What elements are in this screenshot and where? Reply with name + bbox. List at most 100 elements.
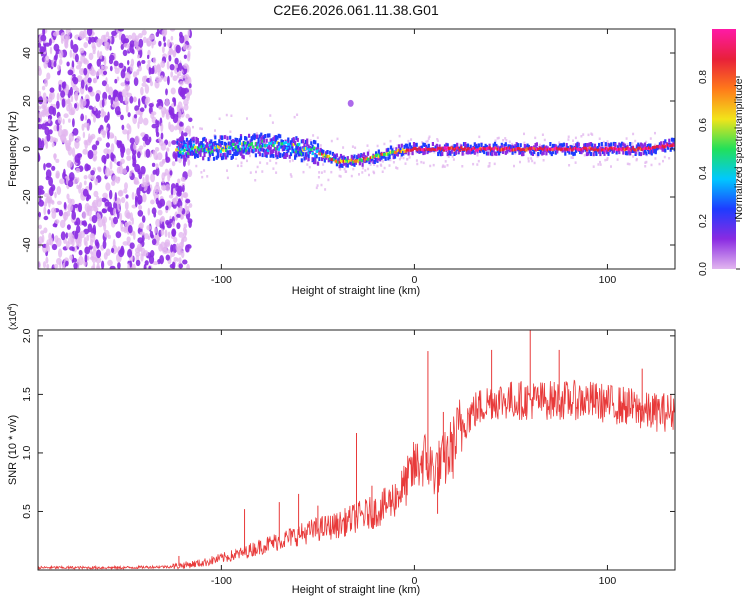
- spectrogram-noise-cell: [88, 181, 93, 191]
- spectrogram-ridge-halo: [645, 151, 648, 156]
- spectrogram-ridge-cell: [295, 150, 298, 154]
- spectrogram-ridge-cell: [652, 146, 655, 149]
- spectrogram-ridge-halo: [599, 147, 602, 152]
- spectrogram-speckle: [320, 183, 323, 187]
- spectrogram-ridge-halo: [300, 139, 303, 144]
- spectrogram-ridge-cell: [389, 150, 393, 154]
- spectrogram-ridge-cell: [665, 143, 668, 147]
- spectrogram-noise-cell: [76, 136, 81, 142]
- spectrogram-ridge-halo: [269, 146, 272, 151]
- spectrogram-ridge-cell: [284, 141, 287, 145]
- spectrogram-noise-cell: [115, 176, 121, 184]
- spectrogram-speckle: [208, 139, 211, 142]
- spectrogram-ridge-halo: [376, 157, 379, 162]
- spectrogram-noise-cell: [146, 37, 152, 47]
- spectrogram-ridge-halo: [531, 152, 534, 156]
- spectrogram-noise-cell: [88, 173, 92, 180]
- spectrogram-ridge-halo: [379, 157, 382, 162]
- spectrogram-ridge-cell: [373, 154, 377, 158]
- spectrogram-ridge-halo: [242, 155, 245, 160]
- spectrogram-noise-cell: [74, 53, 79, 63]
- spectrogram-noise-cell: [46, 263, 50, 269]
- spectrogram-noise-cell: [119, 160, 123, 168]
- spectrogram-ridge-cell: [603, 148, 606, 152]
- spectrogram-speckle: [249, 154, 251, 158]
- spectrogram-noise-cell: [160, 60, 166, 68]
- spectrogram-ridge-halo: [239, 149, 243, 154]
- spectrogram-speckle: [402, 156, 405, 160]
- spectrogram-speckle: [570, 156, 573, 159]
- spectrogram-noise-cell: [103, 148, 110, 155]
- spectrogram-speckle: [572, 143, 575, 146]
- spectrogram-noise-cell: [132, 263, 136, 269]
- spectrogram-noise-cell: [138, 65, 142, 72]
- colorbar-gradient: [712, 29, 736, 269]
- spectrogram-ridge-halo: [177, 153, 180, 158]
- spectrogram-noise-cell: [129, 43, 134, 54]
- spectrogram-speckle: [625, 137, 628, 140]
- spectrogram-noise-cell: [170, 186, 174, 196]
- spectrogram-ridge-halo: [289, 141, 293, 145]
- spectrogram-ridge-halo: [218, 139, 221, 144]
- spectrogram-ridge-cell: [396, 149, 400, 153]
- spectrogram-ridge-halo: [223, 135, 226, 140]
- spectrogram-ridge-halo: [299, 152, 302, 157]
- spectrogram-ridge-halo: [296, 137, 299, 142]
- spectrogram-noise-cell: [127, 112, 131, 118]
- spectrogram-ridge-cell: [607, 148, 610, 152]
- spectrogram-ridge-halo: [414, 142, 417, 147]
- spectrogram-noise-cell: [141, 82, 147, 87]
- spectrogram-noise-cell: [167, 75, 170, 86]
- spectrogram-ridge-halo: [269, 153, 272, 158]
- spectrogram-noise-cell: [150, 199, 155, 205]
- spectrogram-ridge-cell: [377, 155, 381, 159]
- spectrogram-noise-cell: [162, 185, 166, 191]
- spectrogram-noise-cell: [138, 116, 144, 125]
- spectrogram-noise-cell: [72, 118, 75, 128]
- spectrogram-ridge-halo: [518, 150, 521, 155]
- spectrogram-noise-cell: [38, 65, 41, 72]
- spectrogram-ridge-cell: [572, 147, 575, 151]
- spectrogram-speckle: [583, 154, 586, 157]
- spectrogram-ridge-halo: [525, 145, 528, 150]
- spectrogram-ridge-halo: [481, 148, 484, 153]
- spectrogram-ridge-cell: [257, 143, 260, 147]
- spectrogram-ridge-halo: [410, 145, 413, 150]
- spectrogram-noise-cell: [188, 83, 192, 89]
- spectrogram-ridge-cell: [635, 148, 639, 152]
- spectrogram-speckle: [217, 148, 219, 152]
- spectrogram-ridge-halo: [589, 142, 593, 146]
- spectrogram-ridge-halo: [368, 160, 371, 165]
- spectrogram-speckle: [654, 131, 656, 135]
- spectrogram-ridge-halo: [200, 147, 203, 152]
- spectrogram-ridge-halo: [446, 152, 449, 157]
- spectrogram-ridge-halo: [185, 153, 189, 158]
- spectrogram-noise-cell: [66, 160, 73, 168]
- spectrogram-ridge-halo: [176, 145, 179, 150]
- spectrogram-noise-cell: [122, 241, 129, 246]
- spectrogram-ridge-cell: [299, 150, 302, 154]
- spectrogram-noise-cell: [56, 123, 60, 132]
- spectrogram-speckle: [636, 152, 639, 155]
- spectrogram-noise-cell: [122, 49, 128, 57]
- spectrogram-ridge-halo: [523, 144, 526, 148]
- spectrogram-ridge-halo: [231, 154, 234, 158]
- spectrogram-ridge-cell: [656, 144, 659, 148]
- spectrogram-ridge-halo: [271, 142, 274, 147]
- spectrogram-noise-cell: [170, 87, 176, 95]
- spectrogram-noise-cell: [42, 29, 46, 37]
- spectrogram-ridge-halo: [469, 144, 472, 149]
- spectrogram-y-tick-label: 20: [21, 95, 33, 107]
- spectrogram-ridge-cell: [645, 146, 648, 150]
- spectrogram-noise-cell: [185, 44, 192, 51]
- spectrogram-noise-cell: [172, 75, 178, 82]
- snr-y-tick-label: 1.0: [21, 445, 33, 460]
- spectrogram-speckle: [447, 155, 450, 158]
- spectrogram-noise-cell: [56, 257, 62, 265]
- spectrogram-speckle: [201, 175, 204, 179]
- spectrogram-ridge-halo: [634, 150, 637, 154]
- spectrogram-noise-cell: [45, 242, 49, 252]
- spectrogram-ridge-halo: [261, 147, 264, 152]
- spectrogram-speckle: [361, 166, 364, 170]
